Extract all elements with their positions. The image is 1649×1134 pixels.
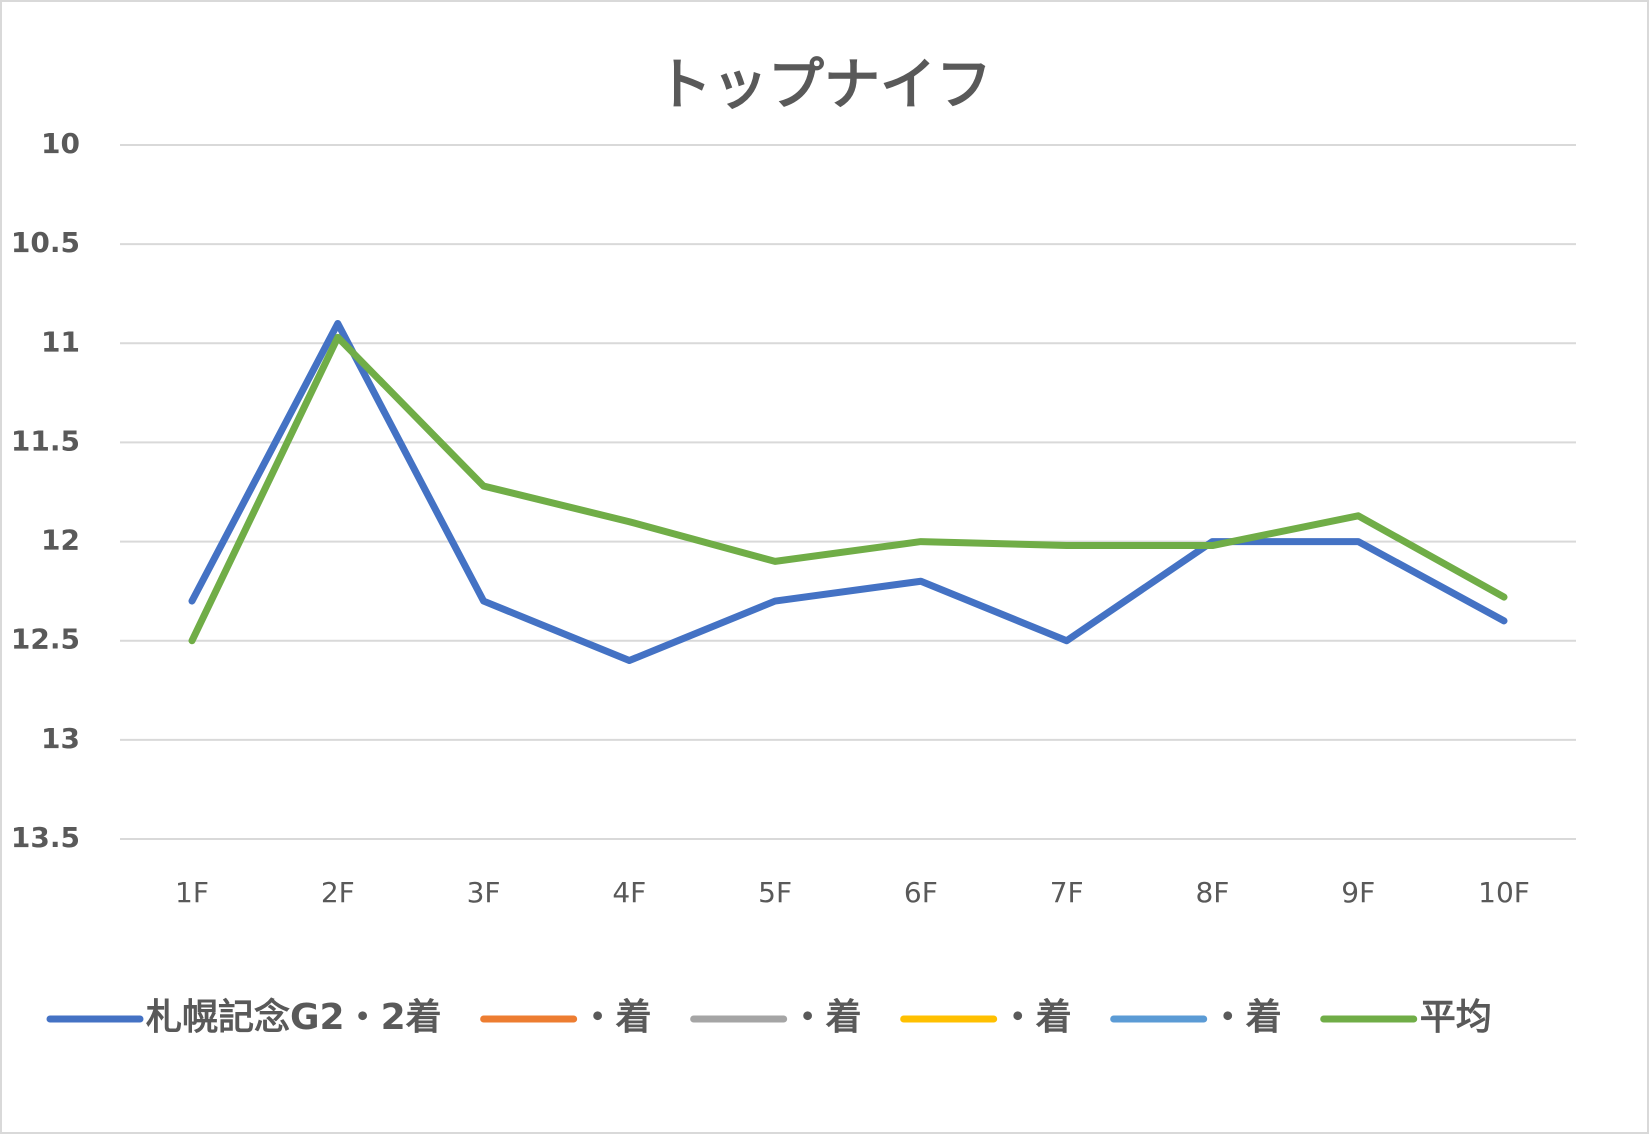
- x-tick-label: 8F: [1195, 876, 1229, 909]
- legend-label: ・着: [1000, 997, 1072, 1038]
- y-tick-label: 13.5: [11, 821, 80, 854]
- legend-label: 札幌記念G2・2着: [146, 996, 442, 1038]
- y-tick-label: 10.5: [11, 226, 80, 259]
- x-tick-label: 5F: [758, 876, 792, 909]
- legend-label: ・着: [790, 997, 862, 1038]
- x-tick-label: 7F: [1050, 876, 1084, 909]
- x-tick-label: 6F: [904, 876, 938, 909]
- legend-label: ・着: [1210, 997, 1282, 1038]
- y-tick-label: 11: [41, 325, 80, 358]
- y-tick-label: 11.5: [11, 424, 80, 457]
- y-tick-label: 12: [41, 524, 80, 557]
- x-tick-label: 4F: [612, 876, 646, 909]
- x-tick-label: 10F: [1478, 876, 1530, 909]
- y-tick-label: 13: [41, 722, 80, 755]
- series-line: [188, 319, 1508, 665]
- y-tick-label: 10: [41, 127, 80, 160]
- x-tick-label: 1F: [175, 876, 209, 909]
- legend-label: 平均: [1420, 997, 1492, 1038]
- x-tick-label: 2F: [321, 876, 355, 909]
- chart-title: トップナイフ: [656, 53, 992, 118]
- series-line: [188, 333, 1508, 645]
- x-tick-label: 3F: [467, 876, 501, 909]
- x-tick-label: 9F: [1341, 876, 1375, 909]
- legend-label: ・着: [580, 997, 652, 1038]
- y-tick-label: 12.5: [11, 623, 80, 656]
